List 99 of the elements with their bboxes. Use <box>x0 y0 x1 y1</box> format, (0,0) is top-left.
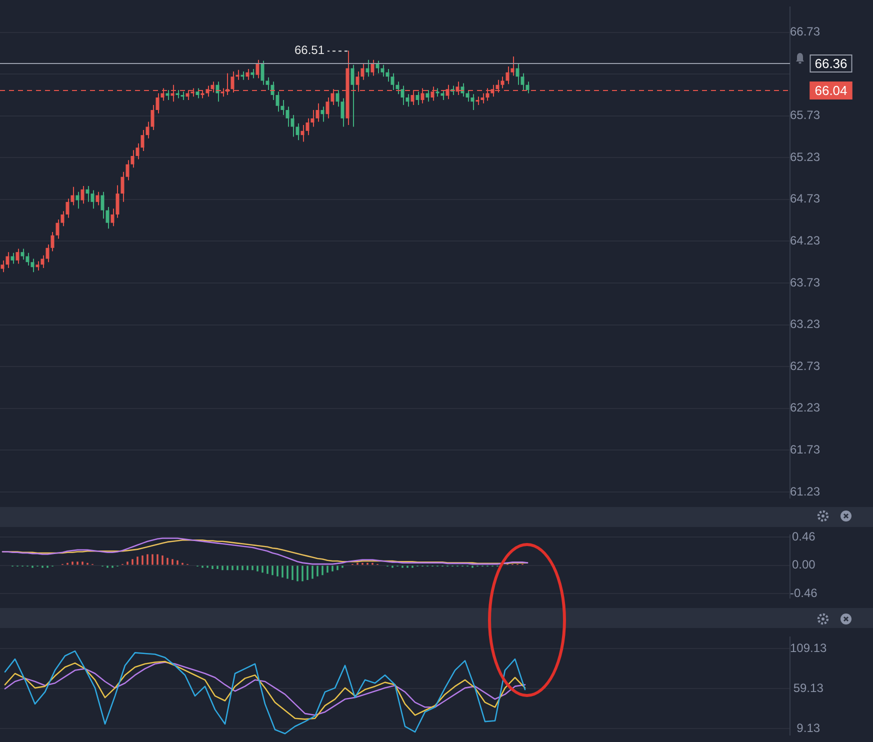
y-tick-label: 63.73 <box>790 275 820 290</box>
candlestick <box>326 96 330 119</box>
candlestick <box>300 124 304 142</box>
y-tick-label: 9.13 <box>796 721 820 735</box>
candlestick <box>196 88 200 99</box>
candlestick <box>526 81 530 94</box>
candlestick <box>0 260 4 273</box>
candlestick <box>290 114 294 138</box>
candlestick <box>396 81 400 95</box>
candlestick <box>6 252 10 268</box>
y-tick-label: 0.46 <box>792 529 816 544</box>
y-tick-label: 64.73 <box>790 192 820 206</box>
candlestick <box>390 72 394 90</box>
y-tick-label: 59.13 <box>793 680 824 695</box>
candlestick <box>106 206 110 230</box>
candlestick <box>256 59 260 79</box>
candlestick <box>130 150 134 168</box>
candlestick <box>266 76 270 90</box>
candlestick <box>150 104 154 131</box>
candlestick <box>70 186 74 206</box>
candlestick <box>146 121 150 139</box>
candlestick <box>380 64 384 78</box>
y-tick-label: 109.13 <box>790 640 828 655</box>
candlestick <box>520 72 524 90</box>
candlestick <box>280 99 284 116</box>
candlestick <box>250 68 254 79</box>
candlestick <box>376 60 380 74</box>
candlestick <box>310 110 314 128</box>
candlestick <box>426 89 430 102</box>
candlestick <box>140 130 144 152</box>
candlestick <box>510 56 514 76</box>
candlestick <box>60 210 64 227</box>
y-tick-label: 61.73 <box>790 442 820 456</box>
ref-line-label: 66.04 <box>814 83 848 98</box>
candlestick <box>136 142 140 160</box>
y-tick-label: 63.23 <box>790 317 820 332</box>
candlestick <box>470 94 474 110</box>
candlestick <box>480 92 484 104</box>
candlestick <box>286 106 290 128</box>
candlestick <box>156 92 160 114</box>
y-tick-label: 66.73 <box>790 24 820 39</box>
candlestick <box>120 171 124 202</box>
candlestick <box>56 218 60 240</box>
annotation: 66.51 <box>294 42 325 57</box>
candlestick <box>440 89 444 100</box>
candlestick <box>10 252 14 264</box>
candlestick <box>236 69 240 80</box>
candlestick <box>126 160 130 181</box>
candlestick <box>20 248 24 260</box>
candlestick <box>86 186 90 202</box>
candlestick <box>246 68 250 80</box>
candlestick <box>466 89 470 102</box>
candlestick <box>66 198 70 218</box>
candlestick <box>16 248 20 264</box>
candlestick <box>460 82 464 98</box>
y-tick-label: 62.23 <box>790 400 820 415</box>
candlestick <box>366 59 370 78</box>
candlestick <box>270 81 274 100</box>
candlestick <box>340 98 344 128</box>
candlestick <box>276 91 280 112</box>
y-tick-label: 61.23 <box>790 484 820 498</box>
candlestick <box>320 106 324 122</box>
candlestick <box>96 191 100 206</box>
y-tick-label: -0.46 <box>790 586 818 600</box>
candlestick <box>500 76 504 89</box>
candlestick <box>40 254 44 268</box>
candlestick <box>400 85 404 106</box>
candlestick <box>26 252 30 266</box>
candlestick <box>90 190 94 210</box>
candlestick <box>370 59 374 76</box>
candlestick <box>80 186 84 204</box>
ref-line-label: 66.36 <box>814 56 848 72</box>
candlestick <box>30 258 34 273</box>
candlestick <box>166 89 170 100</box>
candlestick <box>50 232 54 252</box>
y-tick-label: 65.73 <box>790 108 820 122</box>
candlestick <box>306 118 310 136</box>
y-tick-label: 65.23 <box>790 150 820 164</box>
candlestick <box>516 62 520 86</box>
candlestick <box>360 62 364 80</box>
candlestick <box>336 89 340 108</box>
candlestick <box>110 208 114 227</box>
candlestick <box>100 191 104 220</box>
candlestick <box>260 60 264 86</box>
candlestick <box>406 94 410 108</box>
candlestick <box>76 191 80 210</box>
candlestick <box>116 184 120 218</box>
candlestick <box>386 68 390 82</box>
candlestick <box>46 244 50 263</box>
candlestick <box>416 91 420 106</box>
candlestick <box>506 66 510 85</box>
candlestick <box>36 260 40 271</box>
candlestick <box>350 64 354 128</box>
candlestick <box>296 122 300 141</box>
y-tick-label: 64.23 <box>790 234 820 248</box>
y-tick-label: 0.00 <box>792 558 816 572</box>
candlestick <box>216 81 220 102</box>
candlestick <box>316 102 320 122</box>
y-tick-label: 62.73 <box>790 358 820 373</box>
